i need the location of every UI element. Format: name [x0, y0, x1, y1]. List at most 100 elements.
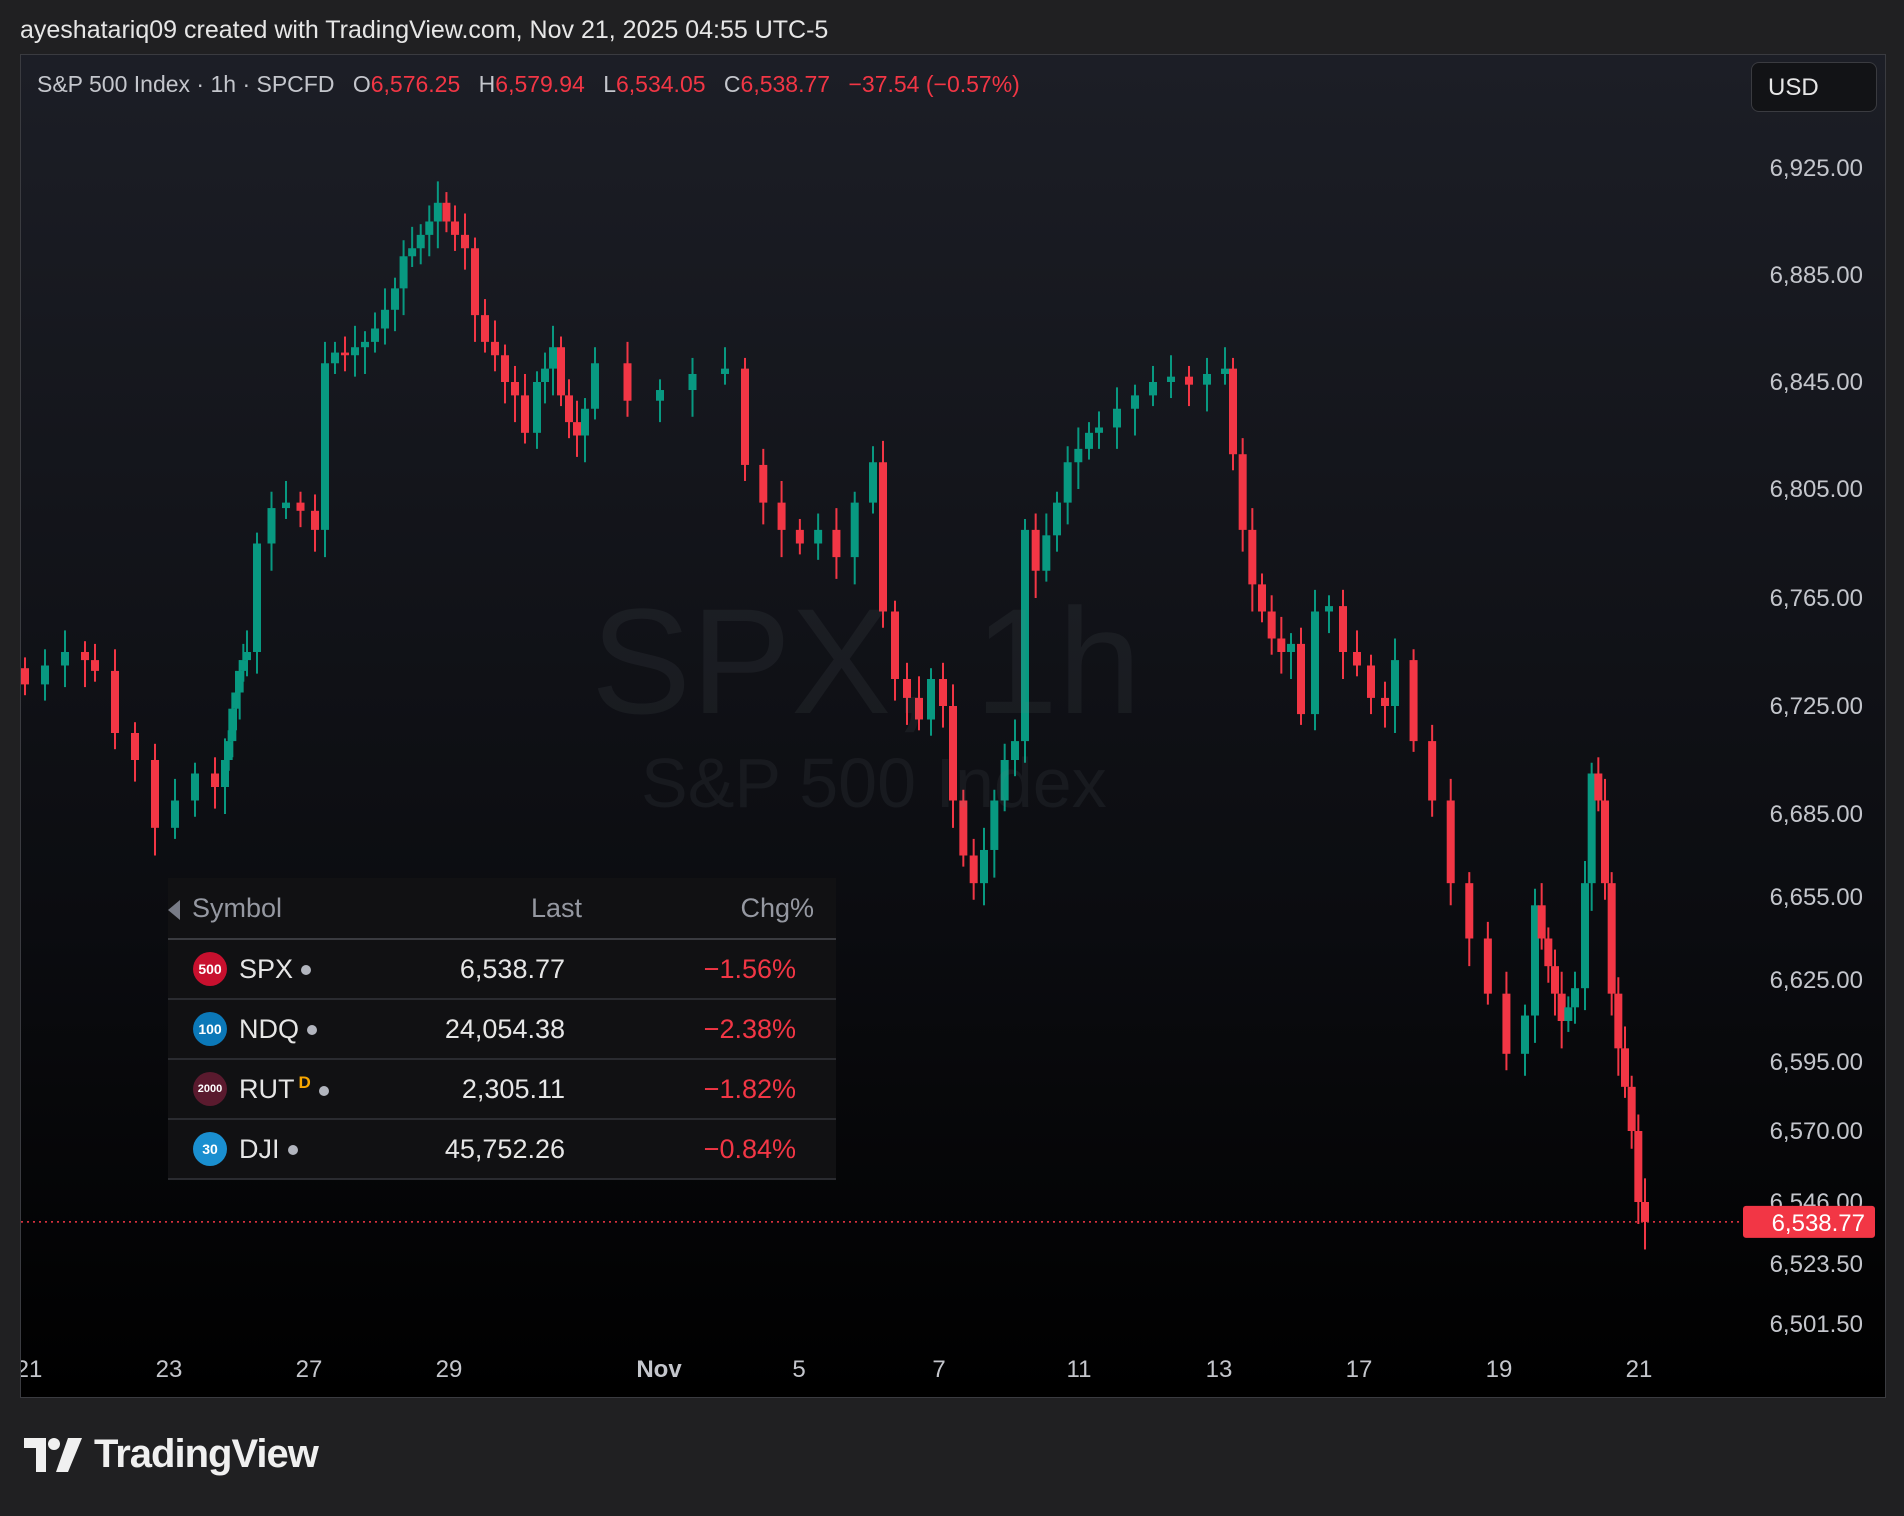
candle-body — [1221, 368, 1229, 374]
candle-body — [1339, 606, 1347, 652]
candle-body — [361, 341, 369, 348]
y-tick-label: 6,501.50 — [1770, 1311, 1863, 1338]
candle-body — [282, 502, 290, 509]
candle-body — [939, 679, 947, 706]
collapse-icon[interactable] — [168, 900, 180, 920]
row-last: 6,538.77 — [459, 953, 565, 984]
candle-body — [391, 288, 399, 310]
x-tick-label: Nov — [636, 1356, 682, 1383]
candle-body — [1238, 454, 1247, 530]
candle-body — [850, 502, 859, 558]
currency-button[interactable]: USD — [1751, 62, 1877, 112]
candle-body — [1258, 584, 1266, 612]
candle-body — [656, 390, 664, 401]
x-tick-label: 5 — [792, 1356, 805, 1383]
candlestick-chart[interactable]: 21 23 27 29 Nov 5 7 11 13 17 19 21 6,925.00 6,885.00 6… — [21, 55, 1885, 1397]
candle-body — [1095, 427, 1103, 433]
y-tick-label: 6,805.00 — [1770, 476, 1863, 503]
candle-body — [1063, 462, 1072, 503]
candle-body — [1521, 1015, 1529, 1054]
candle-body — [481, 315, 489, 342]
candle-body — [224, 741, 233, 760]
candle-body — [221, 760, 229, 787]
delayed-flag: D — [298, 1073, 311, 1092]
candle-body — [171, 800, 179, 828]
candle-body — [1465, 883, 1474, 939]
candle-body — [927, 679, 935, 720]
y-tick-label: 6,845.00 — [1770, 369, 1863, 396]
symbol-badge: 100 — [193, 1012, 227, 1046]
candle-body — [1634, 1131, 1643, 1202]
candle-body — [416, 234, 425, 249]
candle-body — [1053, 502, 1061, 536]
candle-body — [491, 341, 499, 356]
row-symbol: RUT D — [239, 1073, 399, 1105]
status-dot-icon — [307, 1025, 317, 1036]
y-tick-label: 6,595.00 — [1770, 1049, 1863, 1076]
candle-body — [521, 395, 529, 433]
high-value: 6,579.94 — [495, 71, 585, 97]
candle-body — [879, 462, 887, 612]
header-chg[interactable]: Chg% — [740, 892, 814, 923]
high-label: H — [478, 71, 496, 97]
tradingview-logo[interactable]: TradingView — [24, 1432, 319, 1477]
legend-title: S&P 500 Index · 1h · SPCFD — [37, 71, 335, 97]
watchlist-table: Symbol Last Chg% 500 SPX 6,538.77 −1.56%… — [168, 878, 836, 1180]
candle-body — [969, 855, 978, 884]
tradingview-logo-icon — [24, 1437, 82, 1472]
candle-body — [1601, 800, 1609, 884]
candle-body — [61, 652, 69, 666]
candle-body — [1325, 606, 1333, 612]
candle-body — [41, 665, 49, 685]
candle-body — [341, 352, 349, 356]
symbol-legend: S&P 500 Index · 1h · SPCFD O6,576.25 H6,… — [37, 71, 1020, 98]
change-value: −37.54 (−0.57%) — [848, 71, 1020, 97]
candle-body — [21, 668, 29, 685]
x-tick-label: 27 — [296, 1356, 323, 1383]
candle-body — [331, 352, 339, 364]
candle-body — [1614, 993, 1623, 1049]
candle-body — [442, 202, 451, 222]
open-value: 6,576.25 — [370, 71, 461, 97]
watchlist-row[interactable]: 100 NDQ 24,054.38 −2.38% — [168, 1000, 836, 1060]
candle-body — [351, 347, 359, 356]
candle-body — [91, 660, 99, 671]
header-last[interactable]: Last — [530, 892, 582, 923]
candle-body — [990, 800, 999, 850]
candle-body — [1167, 376, 1175, 382]
candle-body — [399, 256, 408, 289]
candle-body — [1042, 535, 1051, 571]
header-symbol[interactable]: Symbol — [192, 892, 283, 923]
watchlist-row[interactable]: 500 SPX 6,538.77 −1.56% — [168, 940, 836, 1000]
row-last: 2,305.11 — [461, 1073, 565, 1104]
watchlist-row[interactable]: 30 DJI 45,752.26 −0.84% — [168, 1120, 836, 1180]
candle-body — [1607, 883, 1616, 994]
x-tick-label: 13 — [1206, 1356, 1233, 1383]
symbol-text: RUT — [239, 1074, 295, 1104]
candle-body — [949, 706, 957, 801]
candle-body — [228, 708, 237, 742]
candle-body — [211, 773, 219, 787]
brand-name: TradingView — [94, 1432, 319, 1476]
candle-body — [1587, 773, 1596, 884]
candle-body — [1551, 966, 1559, 994]
y-tick-label: 6,725.00 — [1770, 693, 1863, 720]
candle-body — [1267, 611, 1276, 639]
candle-body — [461, 234, 469, 249]
candle-body — [903, 679, 911, 698]
candle-body — [591, 363, 599, 409]
candle-body — [1297, 643, 1305, 715]
candle-body — [1248, 529, 1257, 585]
low-label: L — [603, 71, 616, 97]
candle-body — [1131, 395, 1139, 409]
status-dot-icon — [287, 1145, 298, 1156]
symbol-text: DJI — [239, 1133, 280, 1164]
candle-body — [267, 508, 276, 544]
y-tick-label: 6,655.00 — [1770, 884, 1863, 911]
candle-body — [1594, 773, 1603, 801]
candle-body — [1367, 665, 1375, 698]
chart-panel[interactable]: 21 23 27 29 Nov 5 7 11 13 17 19 21 6,925.00 6,885.00 6… — [20, 54, 1886, 1398]
watchlist-row[interactable]: 2000 RUT D 2,305.11 −1.82% — [168, 1060, 836, 1120]
candle-body — [814, 529, 823, 544]
candle-body — [741, 368, 749, 465]
